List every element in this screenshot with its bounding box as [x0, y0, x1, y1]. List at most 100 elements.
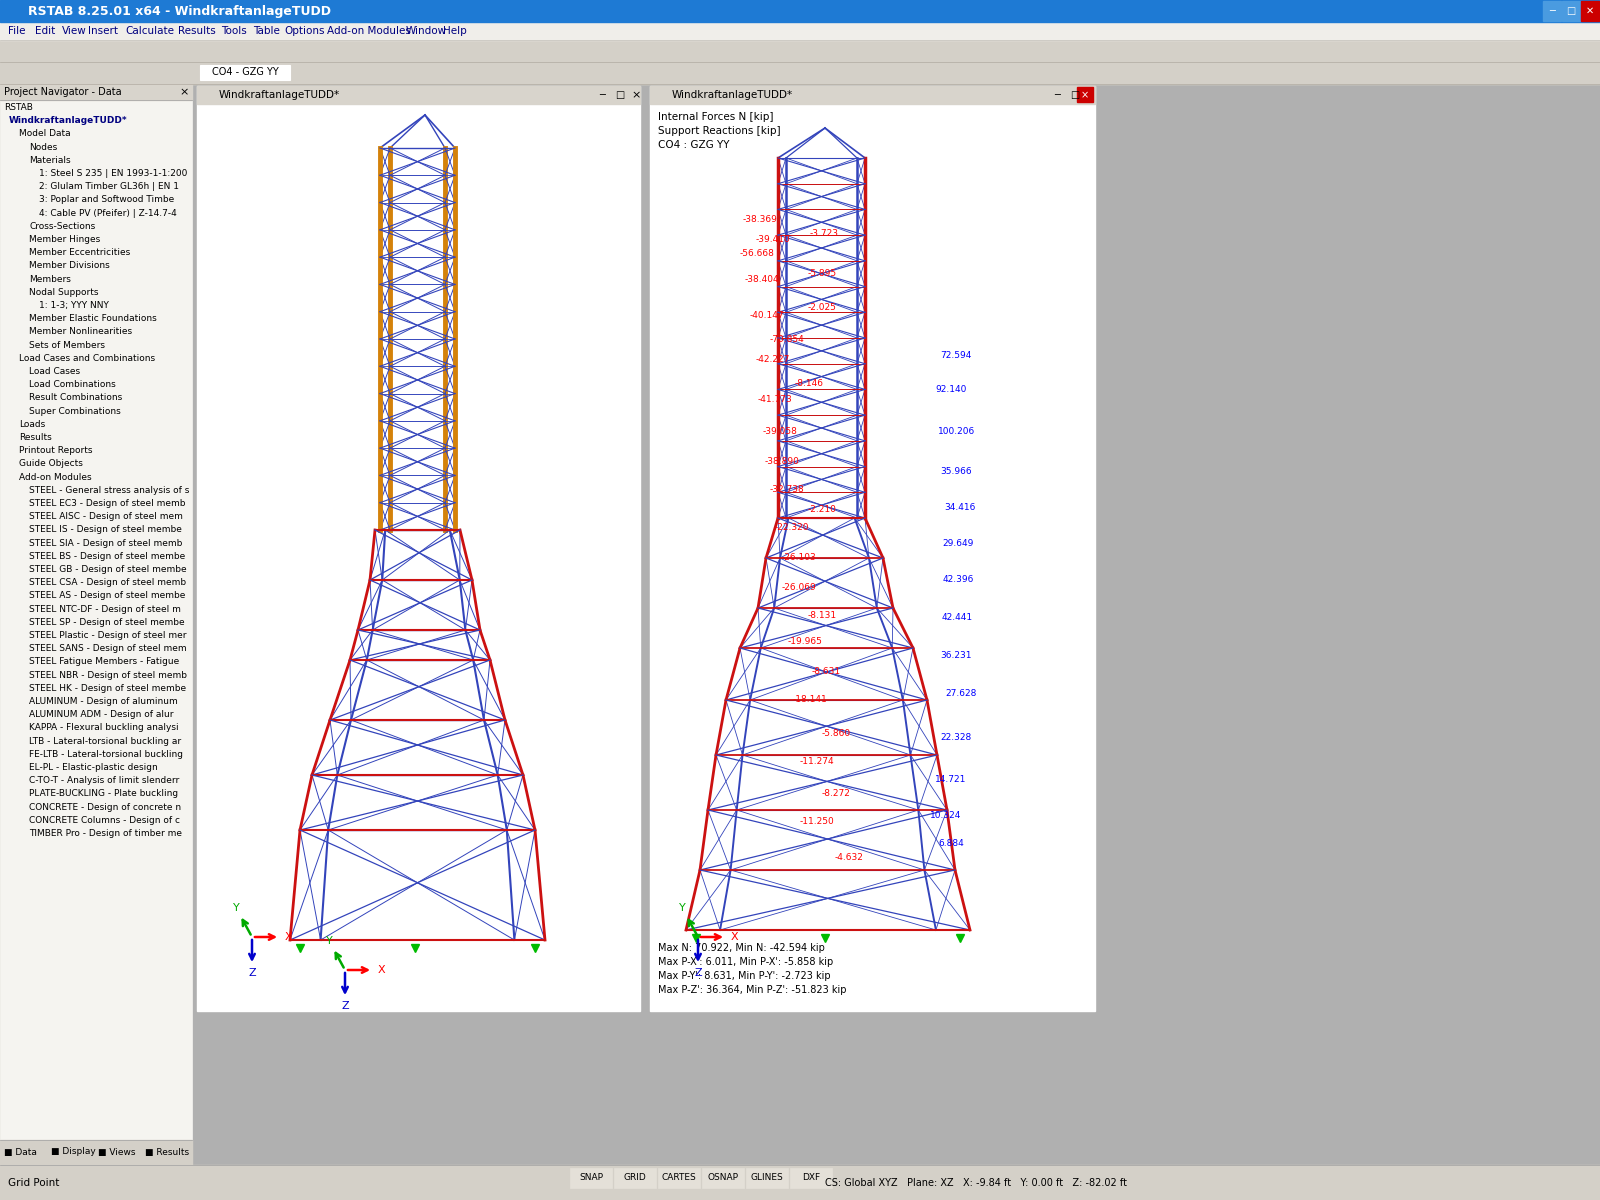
Text: 14.721: 14.721 — [934, 774, 966, 784]
Text: WindkraftanlageTUDD*: WindkraftanlageTUDD* — [10, 116, 128, 125]
Text: Load Cases: Load Cases — [29, 367, 80, 376]
Text: ×: × — [179, 86, 189, 97]
Text: ─: ─ — [1054, 90, 1059, 100]
Text: 2: Glulam Timber GL36h | EN 1: 2: Glulam Timber GL36h | EN 1 — [38, 182, 179, 191]
Text: -8.631: -8.631 — [813, 667, 842, 677]
Text: □: □ — [1566, 6, 1576, 16]
Text: -39.410: -39.410 — [757, 235, 790, 245]
Text: -32.738: -32.738 — [770, 486, 805, 494]
Text: Member Elastic Foundations: Member Elastic Foundations — [29, 314, 157, 323]
Text: TIMBER Pro - Design of timber me: TIMBER Pro - Design of timber me — [29, 829, 182, 838]
Text: OSNAP: OSNAP — [707, 1174, 739, 1182]
Text: File: File — [8, 26, 26, 36]
Bar — [1542, 1, 1562, 20]
Text: Project Navigator - Data: Project Navigator - Data — [3, 86, 122, 97]
Bar — [197, 86, 640, 104]
Text: Nodes: Nodes — [29, 143, 58, 151]
Text: View: View — [61, 26, 86, 36]
Bar — [702, 1168, 744, 1188]
Text: -40.147: -40.147 — [750, 311, 784, 319]
Text: STEEL EC3 - Design of steel memb: STEEL EC3 - Design of steel memb — [29, 499, 186, 508]
Text: CO4 - GZG YY: CO4 - GZG YY — [211, 67, 278, 77]
Text: Load Cases and Combinations: Load Cases and Combinations — [19, 354, 155, 362]
Text: STEEL IS - Design of steel membe: STEEL IS - Design of steel membe — [29, 526, 182, 534]
Text: Sets of Members: Sets of Members — [29, 341, 106, 349]
Bar — [1581, 1, 1598, 20]
Text: X: X — [378, 965, 386, 974]
Text: CO4 : GZG YY: CO4 : GZG YY — [658, 140, 730, 150]
Text: RSTAB: RSTAB — [3, 103, 34, 112]
Text: ■ Views: ■ Views — [98, 1147, 136, 1157]
Text: Results: Results — [179, 26, 216, 36]
Text: Load Combinations: Load Combinations — [29, 380, 115, 389]
Text: Window: Window — [406, 26, 446, 36]
Text: Cross-Sections: Cross-Sections — [29, 222, 96, 230]
Text: Super Combinations: Super Combinations — [29, 407, 120, 415]
Text: GRID: GRID — [624, 1174, 646, 1182]
Text: Results: Results — [19, 433, 51, 442]
Text: WindkraftanlageTUDD*: WindkraftanlageTUDD* — [219, 90, 341, 100]
Text: -38.890: -38.890 — [765, 456, 800, 466]
Text: Member Divisions: Member Divisions — [29, 262, 110, 270]
Text: -39.058: -39.058 — [763, 427, 798, 437]
Bar — [0, 84, 192, 1160]
Text: 3: Poplar and Softwood Timbe: 3: Poplar and Softwood Timbe — [38, 196, 174, 204]
Text: STEEL HK - Design of steel membe: STEEL HK - Design of steel membe — [29, 684, 186, 692]
Text: STEEL Plastic - Design of steel mer: STEEL Plastic - Design of steel mer — [29, 631, 187, 640]
Text: ×: × — [632, 90, 640, 100]
Text: -8.272: -8.272 — [822, 788, 851, 798]
Text: Member Hinges: Member Hinges — [29, 235, 101, 244]
Bar — [0, 40, 1600, 62]
Text: STEEL - General stress analysis of s: STEEL - General stress analysis of s — [29, 486, 189, 494]
Text: GLINES: GLINES — [750, 1174, 784, 1182]
Text: X: X — [730, 932, 738, 942]
Text: KAPPA - Flexural buckling analysi: KAPPA - Flexural buckling analysi — [29, 724, 179, 732]
Text: -2.025: -2.025 — [808, 302, 837, 312]
Text: 100.206: 100.206 — [938, 427, 976, 437]
Text: ■ Display: ■ Display — [51, 1147, 96, 1157]
Text: 4: Cable PV (Pfeifer) | Z-14.7-4: 4: Cable PV (Pfeifer) | Z-14.7-4 — [38, 209, 176, 217]
Text: -4.632: -4.632 — [835, 852, 864, 862]
Text: ─: ─ — [1549, 6, 1555, 16]
Text: Add-on Modules: Add-on Modules — [19, 473, 91, 481]
Text: □: □ — [616, 90, 624, 100]
Text: Printout Reports: Printout Reports — [19, 446, 93, 455]
Bar — [0, 1165, 1600, 1200]
Text: ✕: ✕ — [1586, 6, 1594, 16]
Text: 42.441: 42.441 — [942, 613, 973, 623]
Text: ALUMINUM - Design of aluminum: ALUMINUM - Design of aluminum — [29, 697, 178, 706]
Text: -22.320: -22.320 — [774, 522, 810, 532]
Text: Add-on Modules: Add-on Modules — [326, 26, 411, 36]
Text: 27.628: 27.628 — [946, 690, 976, 698]
Bar — [0, 84, 192, 100]
Text: -8.131: -8.131 — [808, 612, 837, 620]
Text: Loads: Loads — [19, 420, 45, 428]
Text: WindkraftanlageTUDD*: WindkraftanlageTUDD* — [672, 90, 794, 100]
Text: CARTES: CARTES — [662, 1174, 696, 1182]
Text: -8.146: -8.146 — [795, 378, 824, 388]
Text: FE-LTB - Lateral-torsional buckling: FE-LTB - Lateral-torsional buckling — [29, 750, 182, 758]
Text: 42.396: 42.396 — [942, 576, 974, 584]
Text: LTB - Lateral-torsional buckling ar: LTB - Lateral-torsional buckling ar — [29, 737, 181, 745]
Text: ×: × — [1082, 90, 1090, 100]
Bar — [658, 1168, 701, 1188]
Text: DXF: DXF — [802, 1174, 821, 1182]
Text: STEEL NBR - Design of steel memb: STEEL NBR - Design of steel memb — [29, 671, 187, 679]
Text: Tools: Tools — [221, 26, 246, 36]
Bar — [0, 0, 1600, 22]
Text: -18.141: -18.141 — [794, 696, 827, 704]
Text: Max N: 70.922, Min N: -42.594 kip: Max N: 70.922, Min N: -42.594 kip — [658, 943, 826, 953]
Text: Materials: Materials — [29, 156, 70, 164]
Text: STEEL NTC-DF - Design of steel m: STEEL NTC-DF - Design of steel m — [29, 605, 181, 613]
Text: STEEL CSA - Design of steel memb: STEEL CSA - Design of steel memb — [29, 578, 186, 587]
Bar — [197, 86, 640, 1010]
Text: STEEL GB - Design of steel membe: STEEL GB - Design of steel membe — [29, 565, 187, 574]
Text: Z: Z — [248, 968, 256, 978]
Text: STEEL SIA - Design of steel memb: STEEL SIA - Design of steel memb — [29, 539, 182, 547]
Text: CONCRETE Columns - Design of c: CONCRETE Columns - Design of c — [29, 816, 179, 824]
Bar — [1562, 1, 1581, 20]
Text: Grid Point: Grid Point — [8, 1178, 59, 1188]
Text: 1: 1-3; YYY NNY: 1: 1-3; YYY NNY — [38, 301, 109, 310]
Text: ■ Data: ■ Data — [3, 1147, 37, 1157]
Text: -38.369: -38.369 — [742, 216, 778, 224]
